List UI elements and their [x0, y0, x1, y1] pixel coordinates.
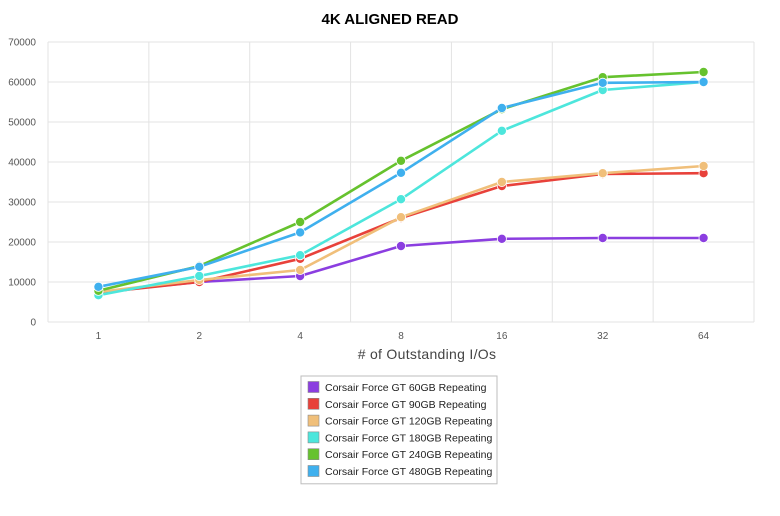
data-point[interactable]: [698, 77, 709, 88]
legend-swatch: [307, 448, 320, 461]
data-point[interactable]: [194, 270, 205, 281]
data-point[interactable]: [395, 155, 406, 166]
x-tick-label: 8: [398, 331, 404, 342]
data-point[interactable]: [295, 250, 306, 261]
series-5: [93, 67, 709, 296]
series-line: [97, 164, 705, 294]
data-point[interactable]: [395, 167, 406, 178]
legend-label: Corsair Force GT 120GB Repeating: [325, 416, 492, 428]
y-tick-label: 10000: [8, 278, 36, 289]
x-tick-label: 4: [297, 331, 303, 342]
data-point[interactable]: [295, 216, 306, 227]
data-point[interactable]: [496, 125, 507, 136]
series-group: [93, 67, 709, 301]
legend-swatch: [307, 431, 320, 444]
data-point[interactable]: [496, 103, 507, 114]
data-point[interactable]: [698, 232, 709, 243]
legend-item[interactable]: Corsair Force GT 180GB Repeating: [307, 431, 492, 445]
legend-item[interactable]: Corsair Force GT 90GB Repeating: [307, 397, 487, 411]
data-point[interactable]: [395, 212, 406, 223]
legend: Corsair Force GT 60GB Repeating Corsair F…: [300, 375, 498, 485]
legend-item[interactable]: Corsair Force GT 480GB Repeating: [307, 465, 492, 479]
grid: [47, 41, 755, 323]
x-tick-label: 2: [197, 331, 203, 342]
data-point[interactable]: [93, 281, 104, 292]
x-tick-label: 16: [496, 331, 508, 342]
x-tick-label: 64: [698, 331, 710, 342]
y-tick-label: 60000: [8, 78, 36, 89]
y-tick-label: 50000: [8, 118, 36, 129]
legend-item[interactable]: Corsair Force GT 120GB Repeating: [307, 414, 492, 428]
data-point[interactable]: [698, 67, 709, 78]
x-axis-title: # of Outstanding I/Os: [358, 346, 497, 362]
legend-label: Corsair Force GT 240GB Repeating: [325, 449, 492, 461]
y-tick-label: 40000: [8, 158, 36, 169]
legend-swatch: [307, 414, 320, 427]
legend-swatch: [307, 381, 320, 393]
legend-label: Corsair Force GT 60GB Repeating: [325, 382, 487, 394]
legend-swatch: [307, 397, 320, 410]
legend-swatch: [307, 465, 320, 477]
data-point[interactable]: [194, 261, 205, 272]
y-tick-label: 0: [30, 318, 36, 329]
data-point[interactable]: [698, 160, 709, 171]
legend-label: Corsair Force GT 480GB Repeating: [325, 466, 492, 478]
series-line: [97, 171, 705, 295]
series-4: [93, 77, 709, 301]
series-line: [97, 80, 705, 297]
data-point[interactable]: [597, 77, 608, 88]
series-6: [93, 77, 709, 292]
legend-label: Corsair Force GT 180GB Repeating: [325, 432, 492, 444]
chart-title: 4K ALIGNED READ: [322, 11, 459, 28]
data-point[interactable]: [395, 240, 406, 251]
x-tick-label: 1: [96, 331, 102, 342]
data-point[interactable]: [295, 227, 306, 238]
data-point[interactable]: [395, 194, 406, 205]
x-axis-ticks: 1 2 4 8 16 32 64: [96, 331, 710, 342]
legend-item[interactable]: Corsair Force GT 240GB Repeating: [307, 448, 492, 462]
data-point[interactable]: [597, 232, 608, 243]
series-3: [93, 160, 709, 297]
y-axis-ticks: 0 10000 20000 30000 40000 50000 60000 70000: [8, 38, 36, 329]
series-line: [97, 70, 705, 293]
data-point[interactable]: [496, 176, 507, 187]
legend-label: Corsair Force GT 90GB Repeating: [325, 399, 487, 411]
y-tick-label: 30000: [8, 198, 36, 209]
data-point[interactable]: [496, 233, 507, 244]
y-tick-label: 70000: [8, 38, 36, 49]
legend-box: [300, 375, 498, 485]
series-1: [93, 232, 709, 297]
x-tick-label: 32: [597, 331, 609, 342]
y-tick-label: 20000: [8, 238, 36, 249]
legend-item[interactable]: Corsair Force GT 60GB Repeating: [307, 381, 487, 395]
data-point[interactable]: [597, 168, 608, 179]
series-line: [97, 80, 705, 289]
data-point[interactable]: [295, 264, 306, 275]
